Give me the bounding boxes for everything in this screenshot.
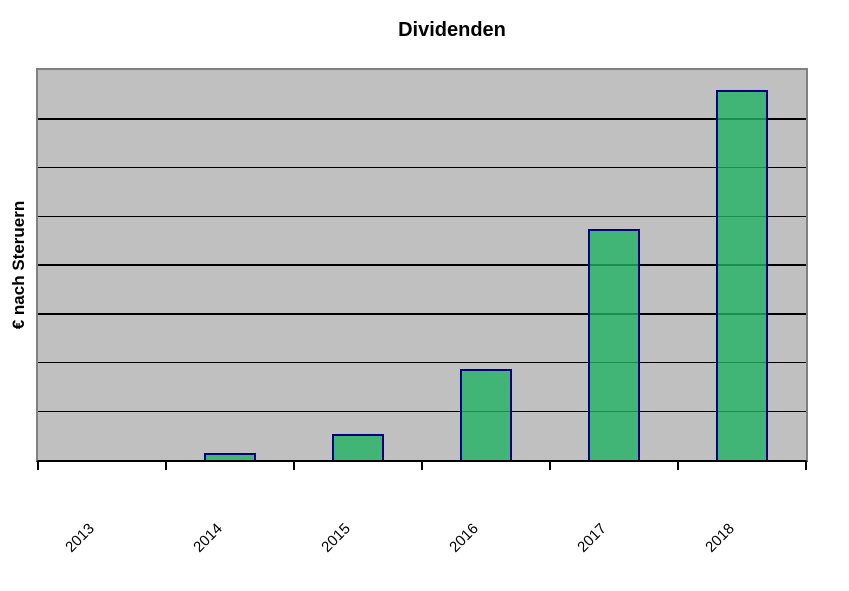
gridline: [38, 313, 806, 315]
x-axis-tick: [677, 462, 679, 470]
bar-2014: [204, 453, 256, 460]
x-axis-tick: [421, 462, 423, 470]
chart-title: Dividenden: [398, 19, 506, 41]
x-axis-label-2017: 2017: [574, 520, 610, 556]
bar-2018: [716, 90, 768, 460]
x-axis-tick: [549, 462, 551, 470]
gridline: [38, 118, 806, 120]
x-axis-tick: [805, 462, 807, 470]
gridline: [38, 264, 806, 266]
x-axis-label-2014: 2014: [190, 520, 226, 556]
x-axis-label-2018: 2018: [702, 520, 738, 556]
x-axis-tick: [165, 462, 167, 470]
x-axis-label-2016: 2016: [446, 520, 482, 556]
bar-2015: [332, 434, 384, 460]
bar-2017: [588, 229, 640, 460]
x-axis-label-2015: 2015: [318, 520, 354, 556]
bar-2016: [460, 369, 512, 460]
gridline: [38, 410, 806, 412]
x-axis-tick: [293, 462, 295, 470]
gridline: [38, 166, 806, 169]
plot-area: [36, 68, 808, 462]
gridline: [38, 361, 806, 364]
gridline: [38, 215, 806, 217]
x-axis-label-2013: 2013: [62, 520, 98, 556]
y-axis-label: € nach Steruern: [9, 200, 28, 330]
x-axis-tick: [37, 462, 39, 470]
